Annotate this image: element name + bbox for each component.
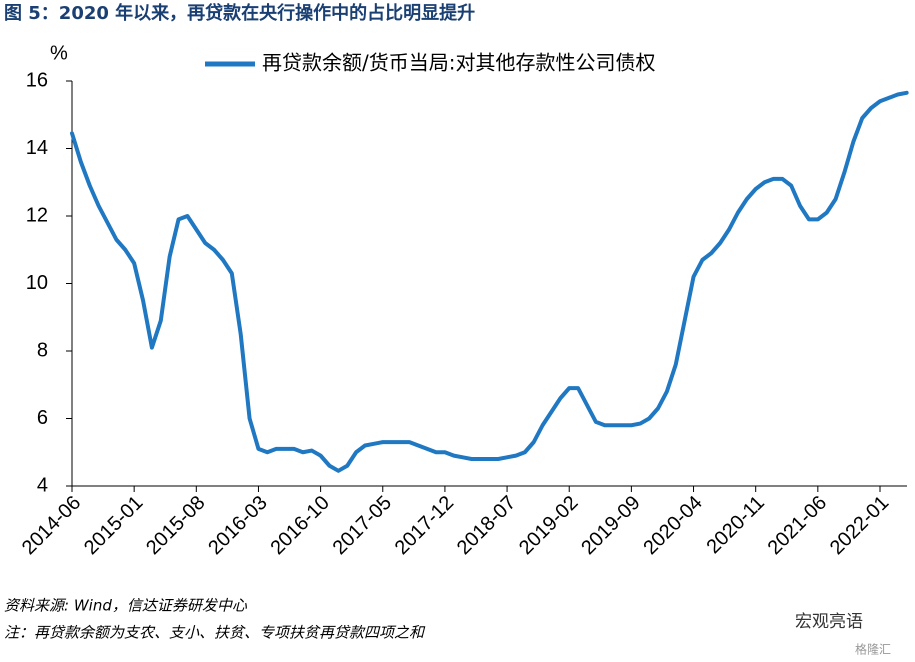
- legend-label: 再贷款余额/货币当局:对其他存款性公司债权: [262, 51, 655, 75]
- x-tick-label: 2017-05: [329, 492, 396, 559]
- chart-title: 图 5：2020 年以来，再贷款在央行操作中的占比明显提升: [4, 2, 475, 24]
- watermark: 宏观亮语: [795, 612, 863, 632]
- y-unit: %: [50, 42, 68, 64]
- x-tick-label: 2016-03: [204, 492, 271, 559]
- series-line: [70, 90, 909, 473]
- y-tick-label: 12: [26, 204, 48, 226]
- x-tick-label: 2014-06: [18, 492, 85, 559]
- source: 资料来源: Wind，信达证券研发中心: [4, 597, 248, 615]
- x-tick-label: 2022-01: [826, 492, 893, 559]
- x-tick-label: 2016-10: [266, 492, 333, 559]
- x-tick-label: 2015-08: [142, 492, 209, 559]
- watermark: 格隆汇: [855, 642, 891, 657]
- y-tick-label: 8: [37, 339, 48, 361]
- y-tick-label: 6: [37, 407, 48, 429]
- y-tick-label: 10: [26, 272, 48, 294]
- x-tick-label: 2020-04: [639, 492, 706, 559]
- y-tick-label: 4: [37, 474, 48, 496]
- x-tick-label: 2019-09: [577, 492, 644, 559]
- y-tick-label: 14: [26, 137, 48, 159]
- x-tick-label: 2018-07: [453, 492, 520, 559]
- x-tick-label: 2020-11: [703, 492, 769, 558]
- x-tick-label: 2017-12: [391, 492, 458, 559]
- note: 注：再贷款余额为支农、支小、扶贫、专项扶贫再贷款四项之和: [4, 624, 426, 642]
- x-tick-label: 2019-02: [515, 492, 582, 559]
- y-tick-label: 16: [26, 69, 48, 91]
- x-tick-label: 2015-01: [80, 492, 147, 559]
- x-tick-label: 2021-06: [764, 492, 831, 559]
